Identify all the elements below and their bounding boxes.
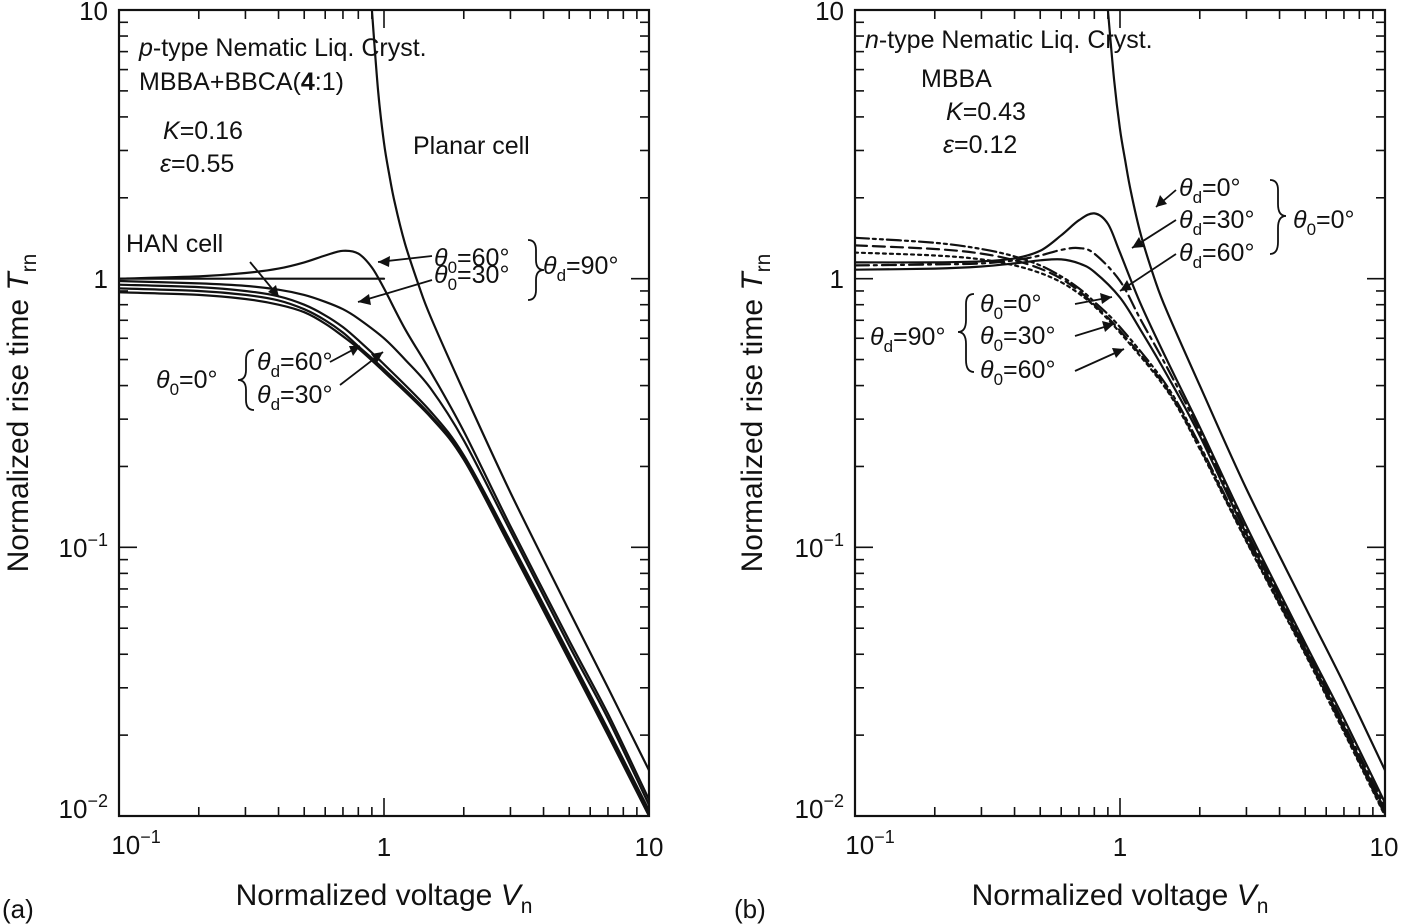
b-brace-theta0-0	[1269, 179, 1287, 255]
a-arrow-thetad-60	[329, 345, 361, 363]
a-theta0-60-label: θ0=60°	[434, 244, 509, 277]
a-arrow-thetad-30	[339, 351, 384, 386]
b-ytick-label: 10	[815, 0, 844, 26]
panel-a: 10−2 10−1 1 10 10−1 1 10 Normalized volt…	[2, 0, 663, 924]
b-thetad-90-label: θd=90°	[870, 323, 945, 356]
a-arrow-theta0-30	[357, 279, 433, 305]
a-xtick-label: 10	[635, 832, 664, 862]
b-arrow-theta0-60	[1074, 348, 1125, 372]
panel-a-frame	[117, 8, 651, 818]
panel-b-plot-area	[855, 10, 1385, 816]
panel-b: 10−2 10−1 1 10 10−1 1 10 Normalized volt…	[734, 0, 1398, 924]
b-series-line-1	[855, 212, 1385, 804]
a-thetad-90-label: θd=90°	[543, 252, 618, 285]
b-arrow-thetad-0	[1155, 189, 1177, 208]
a-series-line-3	[119, 283, 649, 812]
b-series-line-0	[1106, 10, 1385, 772]
b-ytick-label: 10−2	[795, 791, 844, 824]
a-xtick-label: 1	[377, 832, 391, 862]
b-xtick-label: 1	[1113, 832, 1127, 862]
a-arrow-theta0-60	[377, 255, 433, 267]
b-panel-label: (b)	[734, 894, 766, 924]
a-series-line-2	[119, 279, 649, 806]
a-series-line-1	[119, 249, 649, 801]
panel-a-plot-area	[119, 10, 649, 816]
a-thetad-60-label: θd=60°	[257, 348, 332, 381]
b-xtick-label: 10	[1370, 832, 1399, 862]
b-k-label: K=0.43	[946, 98, 1026, 126]
panel-b-frame	[853, 8, 1387, 818]
b-ytick-label: 1	[830, 264, 844, 294]
b-brace-thetad-90	[957, 293, 975, 373]
b-thetad-30-label: θd=30°	[1179, 206, 1254, 239]
b-series-line-2	[855, 246, 1385, 809]
a-theta0-30-label: θ0=30°	[434, 261, 509, 294]
a-eps-label: ε=0.55	[160, 150, 234, 178]
b-lc-type-label: n-type Nematic Liq. Cryst.	[865, 26, 1153, 54]
a-theta0-0-label: θ0=0°	[156, 366, 218, 399]
b-theta0-0-right-label: θ0=0°	[1293, 206, 1355, 239]
a-thetad-30-label: θd=30°	[257, 381, 332, 414]
a-ytick-label: 10−2	[59, 791, 108, 824]
b-theta0-0-label: θ0=0°	[980, 290, 1042, 323]
b-x-axis-label: Normalized voltage Vn	[972, 879, 1269, 918]
b-thetad-0-label: θd=0°	[1179, 174, 1241, 207]
a-planar-cell-label: Planar cell	[413, 132, 530, 160]
a-material-label: MBBA+BBCA(4:1)	[139, 68, 344, 96]
b-eps-label: ε=0.12	[943, 131, 1017, 159]
b-thetad-60-label: θd=60°	[1179, 239, 1254, 272]
b-theta0-30-label: θ0=30°	[980, 322, 1055, 355]
a-series-line-5	[119, 291, 649, 816]
panel-b-ticks	[855, 10, 1385, 816]
b-arrow-theta0-30	[1074, 321, 1115, 337]
b-series-line-6	[855, 251, 1385, 816]
a-series-line-0	[370, 10, 649, 772]
a-series-line-4	[119, 287, 649, 815]
a-y-axis-label: Normalized rise time Trn	[2, 254, 41, 573]
a-panel-label: (a)	[2, 894, 34, 924]
a-brace-theta0-0	[237, 349, 255, 411]
a-ytick-label: 10−1	[59, 530, 108, 563]
b-xtick-label: 10−1	[845, 827, 894, 860]
a-ytick-label: 10	[79, 0, 108, 26]
panel-a-ticks	[119, 10, 649, 816]
b-ytick-label: 10−1	[795, 530, 844, 563]
a-han-cell-label: HAN cell	[126, 230, 223, 258]
a-k-label: K=0.16	[163, 117, 243, 145]
b-arrow-thetad-30	[1131, 219, 1177, 249]
a-x-axis-label: Normalized voltage Vn	[236, 879, 533, 918]
b-theta0-60-label: θ0=60°	[980, 356, 1055, 389]
a-arrow-han	[249, 261, 280, 298]
b-y-axis-label: Normalized rise time Trn	[736, 254, 775, 573]
b-arrow-theta0-0	[1074, 293, 1113, 305]
a-brace-thetad-90	[527, 239, 545, 301]
b-series-line-3	[855, 258, 1385, 812]
a-lc-type-label: p-type Nematic Liq. Cryst.	[138, 34, 427, 62]
b-arrow-thetad-60	[1119, 253, 1177, 292]
a-ytick-label: 1	[94, 264, 108, 294]
b-material-label: MBBA	[921, 65, 992, 93]
a-xtick-label: 10−1	[111, 827, 160, 860]
